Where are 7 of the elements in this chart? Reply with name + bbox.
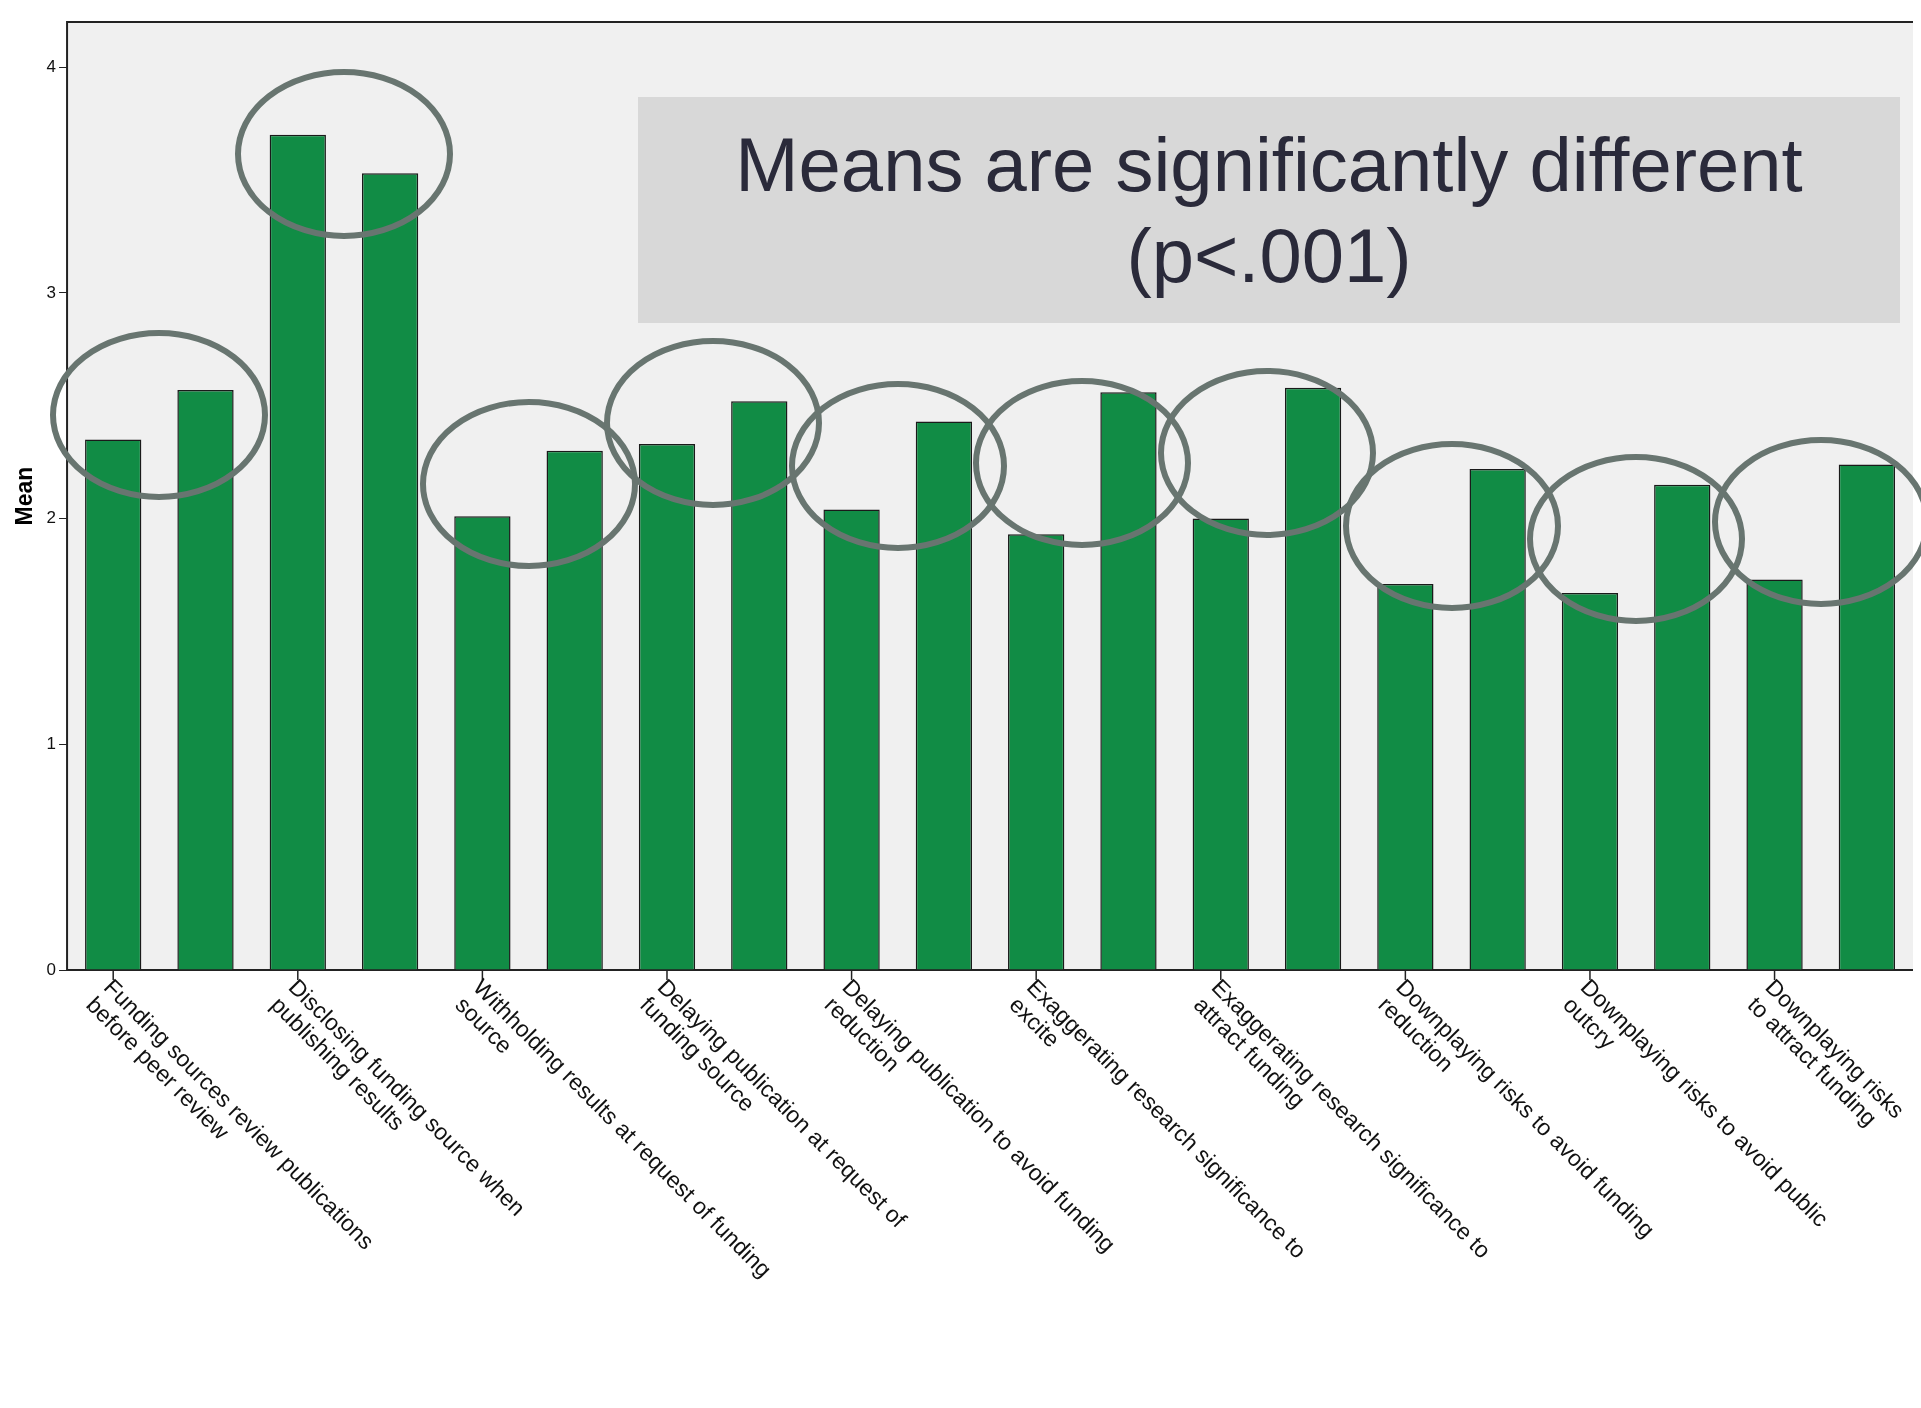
- y-tick-label: 1: [46, 733, 57, 753]
- y-axis-title: Mean: [11, 466, 38, 526]
- y-tick-label: 3: [46, 282, 57, 302]
- y-tick-label: 0: [46, 959, 57, 979]
- annotation: Means are significantly different (p<.001): [734, 120, 1804, 300]
- y-tick-label: 2: [46, 508, 57, 528]
- y-tick-label: 4: [46, 56, 57, 76]
